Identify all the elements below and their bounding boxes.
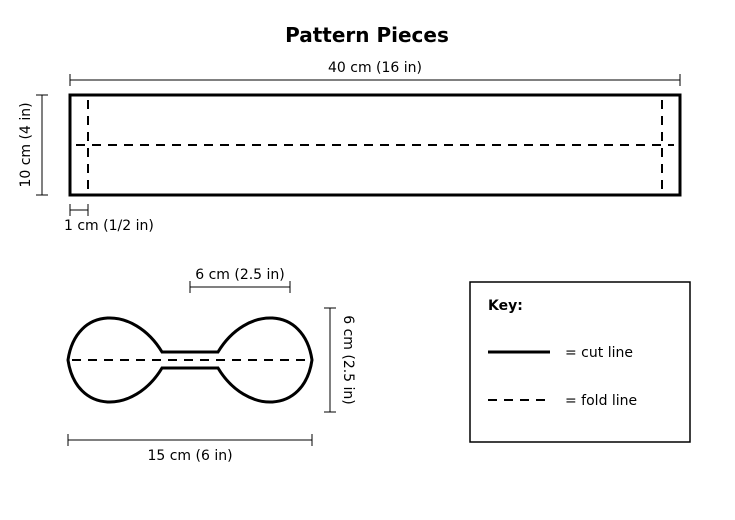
rect-height-label: 10 cm (4 in): [18, 102, 34, 187]
key-title: Key:: [488, 298, 523, 314]
bow-height-label: 6 cm (2.5 in): [340, 315, 356, 405]
rect-seam-label: 1 cm (1/2 in): [64, 218, 154, 234]
bow-width-label: 15 cm (6 in): [147, 448, 232, 464]
key-cut-label: = cut line: [565, 345, 633, 361]
bow-neck-label: 6 cm (2.5 in): [195, 267, 285, 283]
rect-width-label: 40 cm (16 in): [328, 60, 422, 76]
page-title: Pattern Pieces: [285, 23, 449, 47]
key-fold-label: = fold line: [565, 393, 637, 409]
pattern-diagram: Pattern Pieces 40 cm (16 in) 10 cm (4 in) 1…: [0, 0, 735, 520]
